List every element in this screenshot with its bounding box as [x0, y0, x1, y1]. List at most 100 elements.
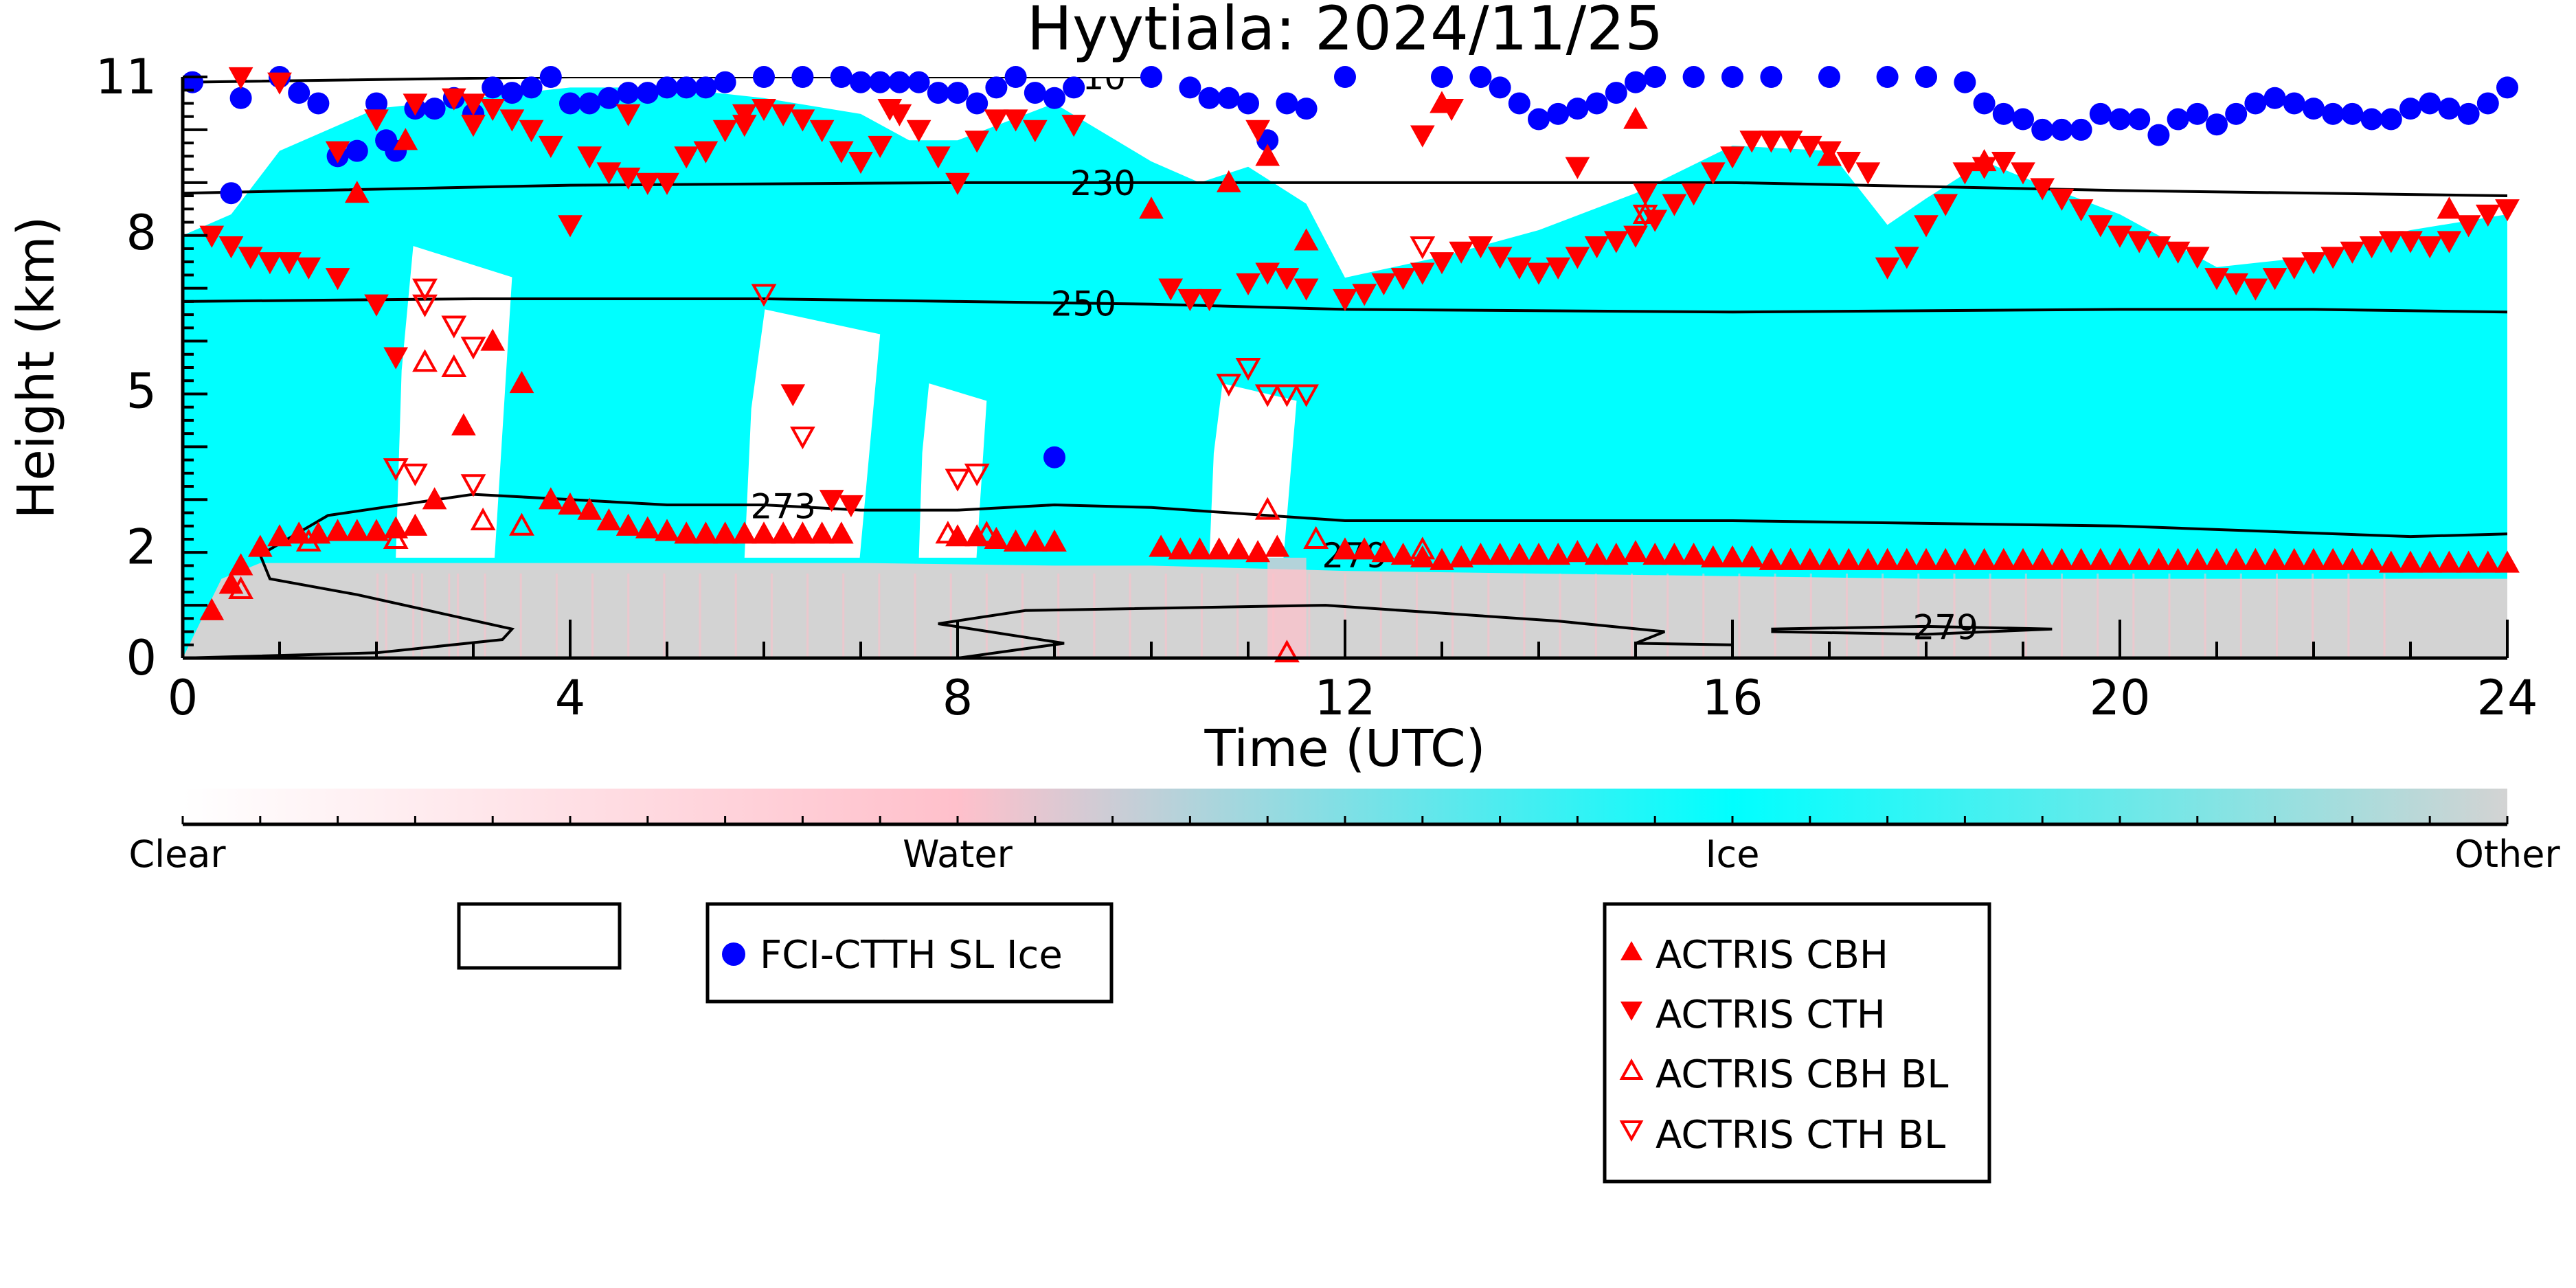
actris-cbh-point — [1603, 542, 1629, 565]
legend-actris-box — [1603, 902, 1991, 1184]
actris-cbh-point — [1855, 547, 1881, 570]
water-streak — [2097, 573, 2099, 658]
actris-cth-point — [218, 236, 244, 259]
actris-cbh-point — [267, 524, 292, 547]
actris-cth-point — [2088, 215, 2113, 238]
actris-cth-point — [364, 294, 389, 317]
marker-series — [181, 66, 2520, 663]
actris-cbh-point — [2281, 547, 2307, 570]
fci-ctth-sl-ice-point — [559, 92, 581, 115]
actris-cbh-point — [480, 328, 506, 351]
legend-cbh-bl-marker — [1619, 1058, 1644, 1080]
actris-cth-point — [596, 162, 622, 185]
actris-cbh-point — [1894, 547, 1919, 570]
actris-cbh-point — [1149, 534, 1173, 557]
x-tick-label: 4 — [555, 670, 586, 726]
actris-cth-point — [1003, 109, 1028, 132]
fci-ctth-sl-ice-point — [2303, 98, 2325, 120]
actris-cbh-point — [1430, 547, 1454, 570]
legend-fci-marker — [722, 942, 745, 966]
actris-cbh-point — [2068, 547, 2094, 570]
fci-ctth-sl-ice-point — [2360, 108, 2383, 131]
actris-cth-point — [1681, 183, 1706, 206]
fci-ctth-sl-ice-point — [966, 92, 988, 115]
water-streak — [770, 573, 773, 658]
actris-cth-point — [2049, 188, 2075, 211]
actris-cth-point — [752, 99, 776, 122]
actris-cbh-point — [1526, 542, 1551, 565]
actris-cth-point — [2204, 268, 2229, 291]
actris-cbh-point — [2495, 550, 2520, 573]
x-axis-label: Time (UTC) — [1204, 719, 1485, 778]
actris-cbh-bl-point — [412, 349, 438, 372]
actris-cth-point — [1274, 268, 1300, 291]
fci-ctth-sl-ice-point — [2263, 87, 2286, 109]
fci-ctth-sl-ice-point — [617, 82, 640, 104]
actris-cth-point — [693, 141, 719, 163]
actris-cbh-point — [1952, 547, 1978, 570]
actris-cth-point — [1971, 157, 1997, 179]
actris-cbh-point — [538, 487, 563, 510]
fci-ctth-sl-ice-point — [220, 182, 242, 205]
fci-ctth-sl-ice-point — [520, 76, 543, 99]
actris-cth-point — [1817, 141, 1842, 163]
actris-cth-point — [277, 252, 302, 275]
x-tick-label: 8 — [942, 670, 973, 726]
actris-cbh-point — [364, 519, 389, 541]
fci-ctth-sl-ice-point — [694, 76, 717, 99]
actris-cbh-point — [1449, 545, 1474, 567]
actris-cth-point — [267, 72, 292, 95]
water-streak — [385, 573, 387, 658]
actris-cth-point — [1914, 215, 1939, 238]
water-streak — [1451, 573, 1454, 658]
actris-cbh-point — [693, 521, 719, 544]
actris-cth-point — [945, 172, 970, 195]
fci-ctth-sl-ice-point — [2031, 118, 2054, 141]
actris-cbh-point — [2165, 547, 2191, 570]
actris-cth-bl-point — [1235, 358, 1261, 381]
actris-cbh-point — [577, 497, 602, 520]
fci-ctth-sl-ice-point — [1915, 66, 1937, 88]
actris-cbh-point — [451, 413, 476, 436]
fci-ctth-sl-ice-point — [2089, 102, 2112, 125]
water-streak — [376, 573, 379, 658]
actris-cbh-point — [344, 519, 370, 541]
actris-cbh-point — [2475, 550, 2500, 573]
actris-cbh-bl-point — [1254, 497, 1280, 520]
actris-cth-point — [1933, 194, 1958, 216]
actris-cth-point — [558, 215, 583, 238]
actris-cth-bl-point — [1632, 204, 1658, 228]
fci-ctth-sl-ice-point — [791, 66, 814, 88]
actris-cbh-point — [2224, 547, 2249, 570]
actris-cth-point — [1952, 162, 1978, 185]
actris-cbh-point — [1933, 547, 1958, 570]
actris-cth-point — [1797, 135, 1822, 159]
isotherm-273 — [259, 493, 2507, 556]
fci-ctth-sl-ice-point — [1489, 76, 1511, 99]
x-tick-label: 0 — [168, 670, 199, 726]
actris-cth-bl-point — [964, 463, 990, 486]
actris-cth-point — [441, 88, 466, 111]
actris-cbh-bl-point — [470, 507, 496, 531]
water-streak — [699, 573, 701, 658]
actris-cbh-point — [964, 524, 990, 547]
actris-cth-point — [2127, 231, 2152, 253]
actris-cth-point — [2224, 273, 2249, 295]
fci-ctth-sl-ice-point — [2070, 118, 2092, 141]
contour-label-250: 250 — [1051, 284, 1116, 324]
actris-cth-point — [461, 115, 486, 137]
actris-cbh-point — [2456, 550, 2481, 573]
fci-ctth-sl-ice-point — [947, 82, 969, 104]
actris-cth-point — [1390, 268, 1416, 291]
actris-cbh-point — [596, 508, 622, 531]
actris-cth-point — [1603, 231, 1629, 253]
actris-cth-point — [1022, 120, 1048, 142]
y-axis-label: Height (km) — [7, 216, 66, 519]
actris-cth-point — [2011, 162, 2035, 185]
actris-cbh-bl-point — [383, 526, 409, 549]
fci-ctth-sl-ice-point — [2206, 113, 2228, 136]
water-streak — [2239, 573, 2242, 658]
actris-cth-point — [228, 67, 253, 90]
water-streak — [734, 573, 737, 658]
